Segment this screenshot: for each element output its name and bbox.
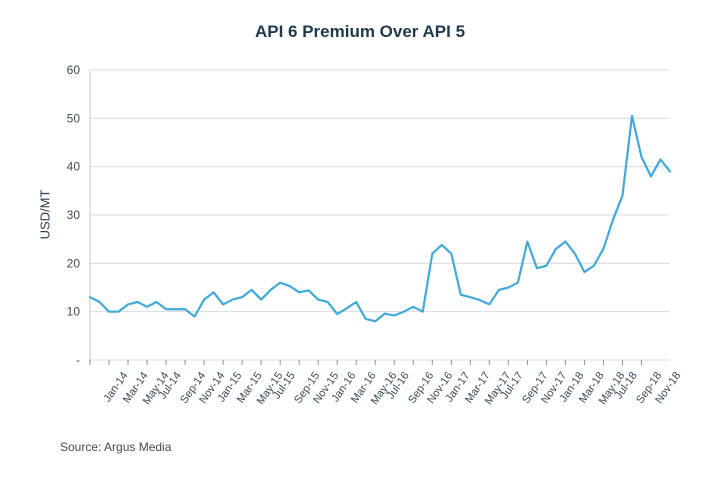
y-tick-label: 10 xyxy=(67,305,81,319)
y-tick-label: 60 xyxy=(67,63,81,77)
series-line xyxy=(90,116,670,321)
y-tick-label: 50 xyxy=(67,111,81,125)
y-tick-label: 20 xyxy=(67,256,81,270)
line-chart: - 10 20 30 40 50 60 xyxy=(0,0,720,440)
y-tick-label: - xyxy=(76,353,80,367)
y-tick-label: 40 xyxy=(67,160,81,174)
chart-container: API 6 Premium Over API 5 USD/MT -1020304… xyxy=(0,0,720,500)
y-tick-label: 30 xyxy=(67,208,81,222)
source-text: Source: Argus Media xyxy=(60,440,171,454)
